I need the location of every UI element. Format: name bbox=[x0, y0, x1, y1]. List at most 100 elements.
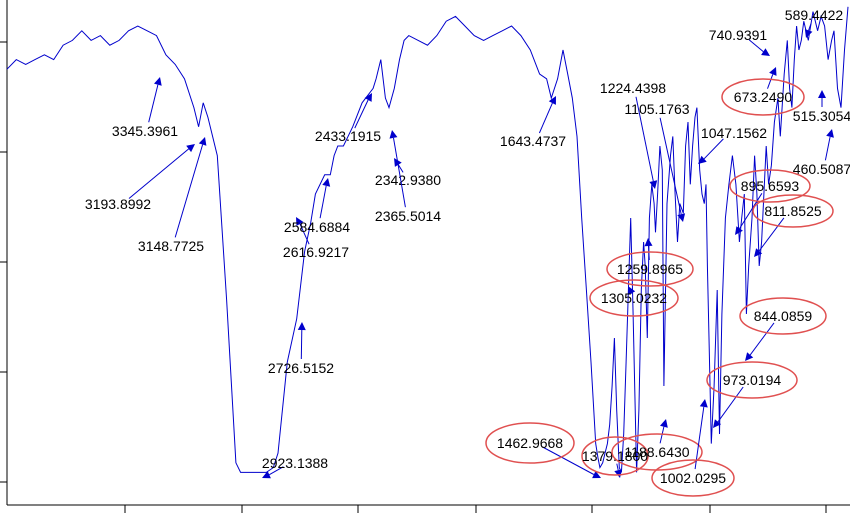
peak-arrowhead bbox=[548, 96, 556, 105]
highlight-circle bbox=[485, 422, 575, 464]
highlight-circle bbox=[606, 251, 694, 287]
peak-annotation: 3193.8992 bbox=[85, 144, 195, 212]
peak-annotation: 1643.4737 bbox=[500, 96, 566, 149]
peak-label: 1259.8965 bbox=[617, 261, 683, 277]
peak-label: 895.6593 bbox=[741, 178, 800, 194]
peak-annotation: 2616.9217 bbox=[283, 217, 349, 260]
peak-label: 740.9391 bbox=[709, 27, 768, 43]
peak-annotation: 973.0194 bbox=[706, 361, 798, 428]
highlight-circle bbox=[581, 436, 649, 476]
peak-arrow-line bbox=[397, 164, 404, 173]
highlight-circle bbox=[729, 169, 811, 203]
peak-arrowhead bbox=[804, 29, 813, 38]
peak-label: 2923.1388 bbox=[262, 455, 328, 471]
peak-label: 844.0859 bbox=[754, 308, 813, 324]
peak-arrowhead bbox=[262, 471, 271, 479]
peak-annotation: 673.2490 bbox=[721, 67, 805, 116]
peak-arrow-line bbox=[354, 99, 369, 129]
peak-annotation: 1224.4398 bbox=[600, 80, 666, 189]
peak-arrow-line bbox=[128, 148, 190, 199]
peak-arrowhead bbox=[644, 238, 653, 247]
peak-label: 2584.6884 bbox=[284, 219, 350, 235]
peak-arrow-line bbox=[542, 446, 595, 475]
peak-arrow-line bbox=[717, 386, 744, 423]
peak-annotation: 895.6593 bbox=[729, 169, 811, 235]
peak-arrow-line bbox=[319, 185, 327, 219]
peak-arrowhead bbox=[364, 93, 372, 102]
peak-label: 1643.4737 bbox=[500, 133, 566, 149]
peak-arrowhead bbox=[296, 217, 304, 226]
peak-annotation: 460.5087 bbox=[793, 129, 850, 177]
peak-arrow-line bbox=[635, 96, 654, 182]
peak-label: 3345.3961 bbox=[112, 123, 178, 139]
peak-arrow-line bbox=[299, 223, 310, 245]
peak-label: 460.5087 bbox=[793, 161, 850, 177]
peak-arrowhead bbox=[592, 470, 601, 479]
peak-annotation: 1259.8965 bbox=[606, 238, 694, 287]
peak-label: 1188.6430 bbox=[624, 444, 689, 460]
peak-annotation: 2342.9380 bbox=[375, 158, 441, 188]
peak-label: 1047.1562 bbox=[701, 125, 767, 141]
peak-label: 2365.5014 bbox=[375, 208, 441, 224]
highlight-circle bbox=[651, 459, 735, 497]
peak-arrowhead bbox=[186, 144, 195, 153]
peak-label: 1002.0295 bbox=[660, 470, 726, 486]
peak-label: 2726.5152 bbox=[268, 360, 334, 376]
peak-arrow-line bbox=[648, 245, 650, 261]
peak-label: 3148.7725 bbox=[138, 238, 204, 254]
peak-annotation: 3345.3961 bbox=[112, 77, 178, 139]
peak-label: 811.8525 bbox=[764, 203, 822, 219]
peak-annotation: 811.8525 bbox=[752, 194, 834, 257]
peak-arrow-line bbox=[749, 322, 775, 356]
peak-annotation: 1047.1562 bbox=[698, 125, 767, 164]
peak-arrowhead bbox=[735, 226, 743, 235]
peak-arrow-line bbox=[808, 22, 812, 31]
peak-label: 2342.9380 bbox=[375, 172, 441, 188]
peak-arrowhead bbox=[154, 77, 162, 86]
peak-arrowhead bbox=[699, 399, 708, 408]
peak-arrow-line bbox=[659, 117, 682, 215]
peak-annotation: 2584.6884 bbox=[284, 178, 350, 235]
peak-arrowhead bbox=[614, 469, 623, 478]
peak-arrowhead bbox=[389, 130, 398, 139]
peak-label: 1379.1800 bbox=[582, 448, 648, 464]
peak-annotation: 2433.1915 bbox=[315, 93, 381, 144]
peak-annotation: 589.4422 bbox=[785, 7, 844, 38]
peak-arrowhead bbox=[745, 352, 754, 361]
peak-arrow-line bbox=[694, 406, 705, 470]
peak-arrowhead bbox=[677, 213, 686, 222]
peak-arrowhead bbox=[660, 419, 668, 428]
peak-label: 589.4422 bbox=[785, 7, 844, 23]
peak-arrow-line bbox=[703, 138, 724, 160]
peak-arrow-line bbox=[538, 102, 553, 134]
peak-arrow-line bbox=[148, 84, 159, 123]
highlight-circle bbox=[721, 78, 805, 116]
spectrum-trace bbox=[6, 6, 849, 473]
peak-arrow-line bbox=[824, 136, 831, 161]
peak-arrowhead bbox=[322, 178, 331, 187]
highlight-circle bbox=[752, 194, 834, 228]
peak-arrowhead bbox=[713, 419, 722, 428]
peak-annotation: 844.0859 bbox=[739, 297, 827, 361]
peak-arrow-line bbox=[767, 74, 774, 89]
peak-arrow-line bbox=[300, 329, 303, 360]
peak-annotation: 740.9391 bbox=[709, 27, 770, 56]
peak-arrowhead bbox=[769, 67, 777, 76]
peak-label: 1462.9668 bbox=[497, 435, 563, 451]
peak-label: 1105.1763 bbox=[624, 101, 689, 117]
peak-arrowhead bbox=[198, 137, 207, 146]
peak-arrow-line bbox=[659, 426, 665, 444]
highlight-circle bbox=[706, 361, 798, 399]
peak-annotation: 2923.1388 bbox=[262, 455, 328, 479]
peak-annotations: 3345.3961 3193.8992 3148.7725 2923.1388 2726… bbox=[85, 7, 850, 497]
peak-annotation: 1105.1763 bbox=[624, 101, 690, 222]
peak-arrowhead bbox=[628, 286, 636, 295]
peak-arrow-line bbox=[393, 137, 406, 208]
peak-annotation: 1379.1800 bbox=[581, 436, 649, 478]
peak-arrow-line bbox=[174, 144, 204, 238]
peak-arrow-line bbox=[269, 466, 284, 476]
peak-label: 1224.4398 bbox=[600, 80, 666, 96]
peak-arrow-line bbox=[748, 39, 764, 52]
